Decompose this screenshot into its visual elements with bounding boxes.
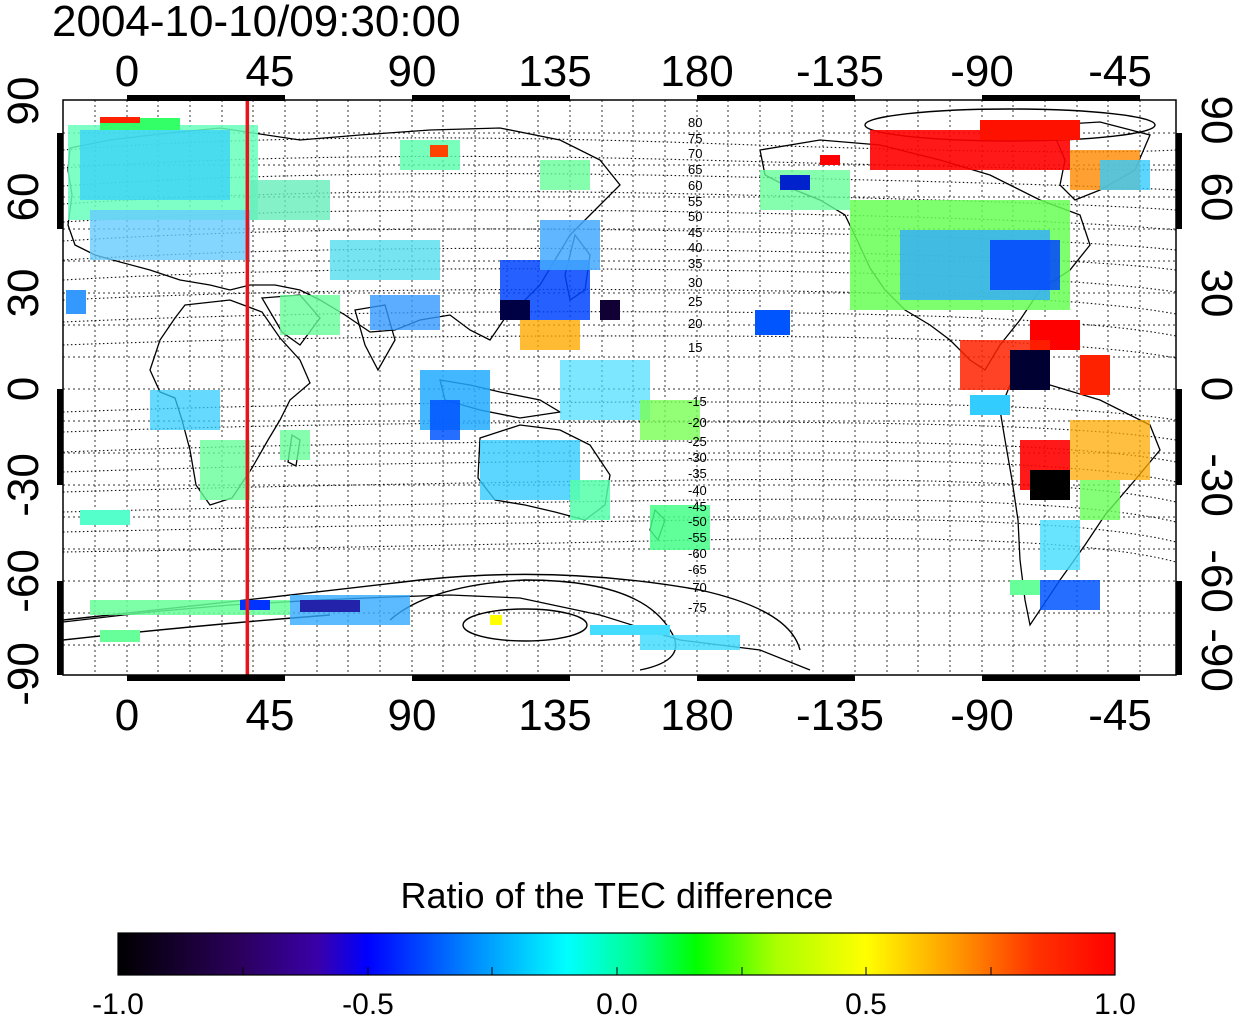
contour-label: 30 xyxy=(688,275,702,290)
contour-label: -60 xyxy=(688,546,707,561)
lat-tick-label: -90 xyxy=(0,642,48,706)
contour-label: -75 xyxy=(688,600,707,615)
contour-label: 45 xyxy=(688,225,702,240)
lat-tick-label: 90 xyxy=(1192,96,1240,145)
eurasia-coast xyxy=(67,127,621,341)
lon-tick-label: 0 xyxy=(115,47,139,96)
lon-tick-label: -45 xyxy=(1088,47,1152,96)
colorbar-tick-label: 0.0 xyxy=(596,988,638,1021)
contour-label: -15 xyxy=(688,394,707,409)
colorbar-tick-labels: -1.0 -0.5 0.0 0.5 1.0 xyxy=(92,988,1136,1021)
contour-labels: 80 75 70 65 60 55 50 45 40 35 30 25 20 1… xyxy=(688,115,707,615)
contour-label: 40 xyxy=(688,240,702,255)
bottom-longitude-axis: 0 45 90 135 180 -135 -90 -45 xyxy=(115,691,1152,740)
contour-label: 15 xyxy=(688,340,702,355)
lat-tick-label: 0 xyxy=(0,377,48,401)
figure-title: 2004-10-10/09:30:00 xyxy=(52,0,461,46)
lat-tick-label: 60 xyxy=(0,173,48,222)
colorbar-tick-label: -0.5 xyxy=(342,988,394,1021)
contour-label: 55 xyxy=(688,194,702,209)
contour-label: 25 xyxy=(688,294,702,309)
lon-tick-label: 135 xyxy=(518,47,591,96)
left-latitude-axis: 90 60 30 0 -30 -60 -90 xyxy=(0,77,48,706)
tec-data-points xyxy=(66,117,1150,650)
contour-label: -65 xyxy=(688,562,707,577)
colorbar-tick-label: 0.5 xyxy=(845,988,887,1021)
contour-label: -50 xyxy=(688,514,707,529)
contour-label: -70 xyxy=(688,580,707,595)
lon-tick-label: 0 xyxy=(115,691,139,740)
top-longitude-axis: 0 45 90 135 180 -135 -90 -45 xyxy=(115,47,1152,96)
colorbar-tick-label: 1.0 xyxy=(1094,988,1136,1021)
lon-tick-label: 45 xyxy=(246,47,295,96)
lon-tick-label: 45 xyxy=(246,691,295,740)
lat-tick-label: 30 xyxy=(0,269,48,318)
contour-label: -35 xyxy=(688,466,707,481)
contour-label: -30 xyxy=(688,450,707,465)
lat-tick-label: 0 xyxy=(1192,377,1240,401)
lon-tick-label: -135 xyxy=(796,47,884,96)
contour-label: 65 xyxy=(688,162,702,177)
lat-tick-label: -30 xyxy=(0,453,48,517)
colorbar-tick-label: -1.0 xyxy=(92,988,144,1021)
lat-tick-label: 90 xyxy=(0,77,48,126)
contour-label: -55 xyxy=(688,530,707,545)
contour-label: -45 xyxy=(688,499,707,514)
colorbar: Ratio of the TEC difference -1.0 -0.5 0.… xyxy=(92,875,1136,1021)
lat-tick-label: 60 xyxy=(1192,173,1240,222)
contour-label: 60 xyxy=(688,178,702,193)
lon-tick-label: -90 xyxy=(950,691,1014,740)
lon-tick-label: 180 xyxy=(660,47,733,96)
lon-tick-label: 90 xyxy=(388,47,437,96)
contour-label: 80 xyxy=(688,115,702,130)
map-frame xyxy=(62,99,1177,676)
lat-tick-label: -30 xyxy=(1192,453,1240,517)
lon-tick-label: 90 xyxy=(388,691,437,740)
contour-label: 75 xyxy=(688,131,702,146)
lon-tick-label: 180 xyxy=(660,691,733,740)
lat-tick-label: 30 xyxy=(1192,269,1240,318)
contour-label: 70 xyxy=(688,146,702,161)
frame-scale-bars xyxy=(57,95,1182,681)
lat-tick-label: -90 xyxy=(1192,628,1240,692)
lat-tick-label: -60 xyxy=(1192,549,1240,613)
contour-label: 20 xyxy=(688,316,702,331)
contour-label: -40 xyxy=(688,483,707,498)
lon-tick-label: -45 xyxy=(1088,691,1152,740)
colorbar-ticks xyxy=(242,967,992,975)
lon-tick-label: -90 xyxy=(950,47,1014,96)
lon-tick-label: -135 xyxy=(796,691,884,740)
lat-tick-label: -60 xyxy=(0,549,48,613)
contour-label: 50 xyxy=(688,209,702,224)
right-latitude-axis: 90 60 30 0 -30 -60 -90 xyxy=(1192,96,1240,692)
contour-label: -25 xyxy=(688,434,707,449)
contour-label: -20 xyxy=(688,415,707,430)
map-panel: 80 75 70 65 60 55 50 45 40 35 30 25 20 1… xyxy=(63,100,1176,675)
contour-label: 35 xyxy=(688,256,702,271)
lon-tick-label: 135 xyxy=(518,691,591,740)
colorbar-title: Ratio of the TEC difference xyxy=(401,875,834,916)
